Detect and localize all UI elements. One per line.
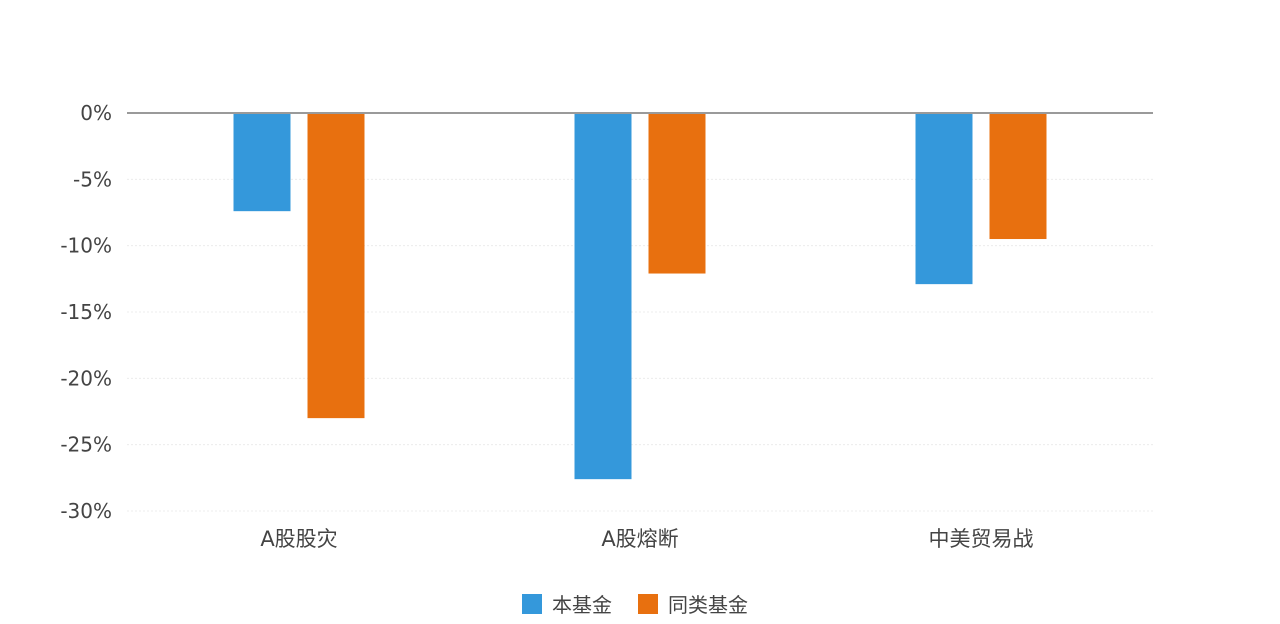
legend-label: 本基金 xyxy=(552,593,612,617)
y-tick-label: -25% xyxy=(60,433,112,457)
y-tick-label: -20% xyxy=(60,366,112,390)
y-tick-label: -30% xyxy=(60,499,112,523)
y-tick-label: -5% xyxy=(73,167,112,191)
x-category-label: A股股灾 xyxy=(260,527,337,551)
legend: 本基金 同类基金 xyxy=(522,593,748,617)
bars xyxy=(233,113,1047,480)
x-category-label: 中美贸易战 xyxy=(929,527,1034,551)
bar xyxy=(915,113,973,285)
y-tick-label: -10% xyxy=(60,234,112,258)
legend-label: 同类基金 xyxy=(668,593,748,617)
bar xyxy=(307,113,365,419)
legend-swatch xyxy=(522,594,542,614)
bar xyxy=(648,113,706,274)
bar xyxy=(574,113,632,480)
y-tick-label: 0% xyxy=(80,101,112,125)
y-tick-label: -15% xyxy=(60,300,112,324)
gridlines xyxy=(127,178,1153,512)
bar xyxy=(233,113,291,212)
x-category-label: A股熔断 xyxy=(601,527,678,551)
legend-swatch xyxy=(638,594,658,614)
bar xyxy=(989,113,1047,240)
axes: 0% -5% -10% -15% -20% -25% -30% A股股灾 A股熔断 中美贸易战 xyxy=(60,101,1153,551)
